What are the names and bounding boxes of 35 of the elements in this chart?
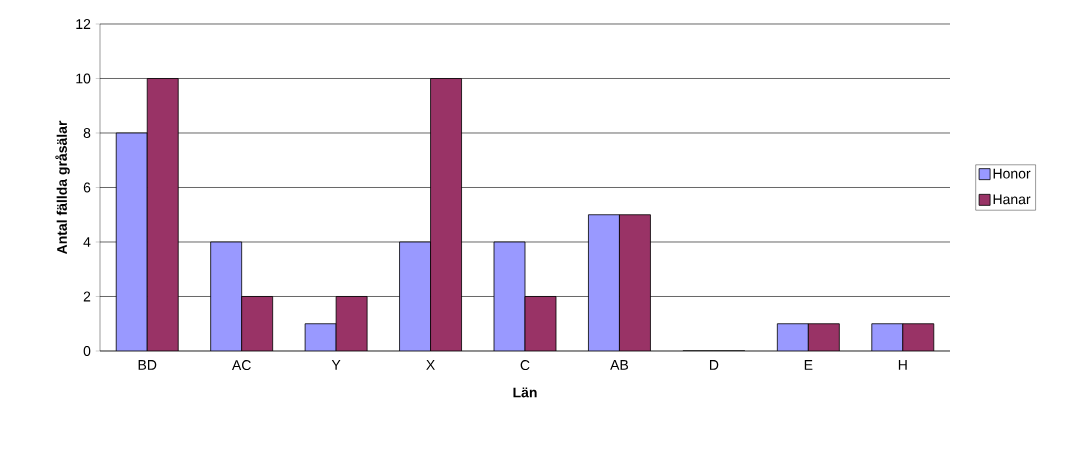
x-tick-label: D: [710, 360, 719, 370]
y-tick-label: 0: [83, 346, 91, 356]
bar: [336, 296, 368, 351]
x-tick-label: AB: [610, 360, 629, 370]
x-tick-label: C: [520, 360, 530, 371]
bar: [902, 323, 935, 351]
x-tick-label: E: [804, 360, 813, 370]
x-tick-label: BD: [138, 360, 157, 370]
bar: [430, 78, 462, 351]
bar: [116, 133, 148, 351]
y-tick-label: 6: [83, 182, 91, 193]
bar: [777, 323, 809, 351]
bar: [808, 323, 840, 351]
bar: [210, 242, 242, 351]
bar: [525, 296, 556, 351]
bar: [399, 242, 431, 351]
y-tick-label: 12: [76, 19, 91, 29]
x-tick-label: AC: [231, 360, 251, 371]
bar: [147, 78, 179, 351]
bar: [241, 296, 273, 351]
x-tick-label: Y: [331, 360, 341, 370]
legend-label: Honor: [993, 168, 1031, 179]
bar: [619, 214, 651, 351]
y-tick-label: 4: [83, 237, 91, 247]
x-tick-label: X: [426, 360, 435, 370]
y-tick-label: 2: [83, 291, 91, 302]
y-tick-label: 10: [76, 73, 91, 84]
x-tick-label: H: [898, 360, 907, 370]
y-axis-title: Antal fällda gråsälar: [55, 120, 70, 255]
bar: [588, 214, 620, 351]
bar: [494, 242, 525, 351]
legend-label: Hanar: [993, 194, 1031, 205]
y-tick-label: 8: [83, 128, 91, 138]
bar: [871, 323, 904, 351]
x-axis-title: Län: [513, 387, 537, 398]
